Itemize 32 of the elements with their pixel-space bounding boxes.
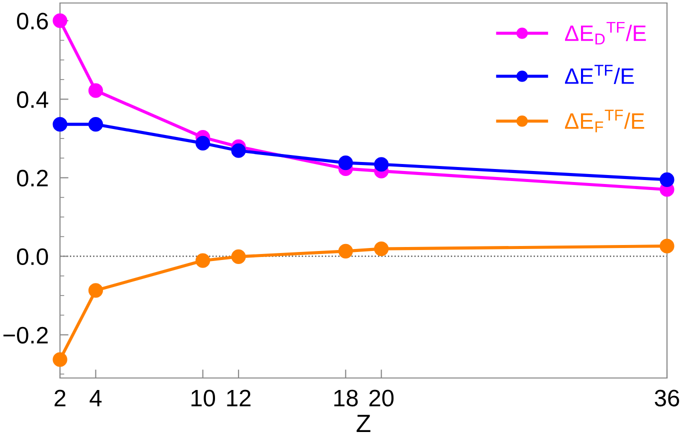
x-tick-label: 12: [227, 390, 250, 406]
y-tick-label: 0.6: [16, 12, 48, 30]
point: [338, 156, 353, 170]
point: [231, 143, 246, 158]
point: [374, 242, 389, 256]
point: [660, 238, 674, 254]
point: [52, 352, 68, 367]
legend-label: ΔE$_{F}$$^{TF}$/E: [564, 110, 644, 132]
point: [88, 283, 103, 298]
y-tick-label: 0.2: [16, 170, 48, 187]
x-tick-label: 18: [334, 390, 358, 406]
point: [196, 136, 210, 150]
x-tick-label: 4: [90, 390, 102, 406]
x-tick-label: 20: [369, 390, 394, 406]
x-tick-label: 2: [54, 390, 66, 406]
y-tick-label: 0.0: [16, 248, 48, 266]
x-tick-label: 10: [191, 390, 216, 406]
point: [338, 244, 353, 258]
point: [196, 253, 210, 268]
legend-label: ΔE$^{TF}$/E: [564, 64, 634, 84]
y-tick-label: 0.4: [16, 91, 48, 108]
x-tick-label: 36: [654, 390, 680, 406]
y-tick-label: −0.2: [3, 326, 48, 344]
legend-label: ΔE$_{D}$$^{TF}$/E: [564, 22, 646, 44]
point: [374, 157, 389, 172]
point: [52, 13, 68, 28]
point: [88, 117, 103, 132]
point: [88, 83, 103, 98]
point: [231, 249, 246, 264]
point: [660, 172, 674, 187]
x-axis-title: Z: [356, 414, 370, 432]
point: [52, 117, 68, 132]
